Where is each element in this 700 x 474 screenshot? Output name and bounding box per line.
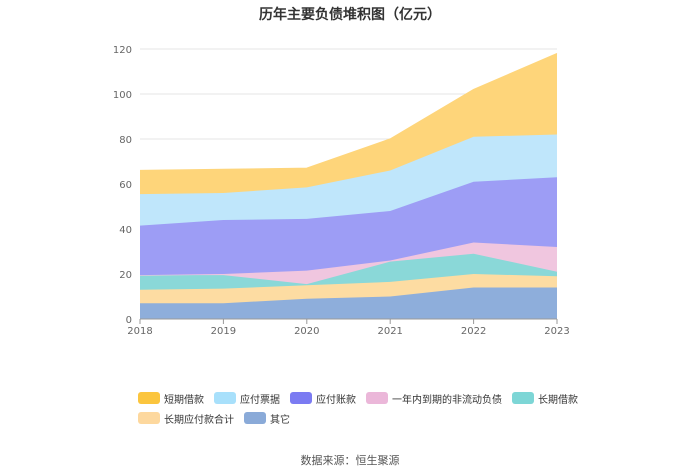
legend-swatch: [366, 392, 388, 404]
y-tick-label: 40: [119, 225, 132, 236]
x-tick-label: 2021: [377, 326, 402, 337]
legend-item-long-term-payables[interactable]: 长期应付款合计: [138, 411, 234, 426]
legend-label: 短期借款: [164, 394, 204, 406]
data-source-note: 数据来源：恒生聚源: [300, 454, 400, 467]
chart-legend: 短期借款 应付票据 应付账款 一年内到期的非流动负债 长期借款 长期应付款合计 …: [138, 388, 598, 428]
area-series: [140, 134, 557, 226]
legend-row-2: 长期应付款合计 其它: [138, 408, 598, 428]
area-series-edge: [139, 52, 558, 172]
legend-label: 长期应付款合计: [164, 414, 234, 426]
legend-item-accounts-payable[interactable]: 应付账款: [290, 391, 356, 406]
x-tick-label: 2022: [461, 326, 486, 337]
legend-swatch: [138, 392, 160, 404]
chart-title: 历年主要负债堆积图（亿元）: [259, 7, 441, 23]
y-tick-label: 60: [119, 180, 132, 191]
legend-item-notes-payable[interactable]: 应付票据: [214, 391, 280, 406]
y-tick-label: 80: [119, 135, 132, 146]
area-series: [140, 253, 557, 290]
legend-label: 长期借款: [538, 394, 578, 406]
x-tick-label: 2020: [294, 326, 319, 337]
legend-label: 应付账款: [316, 394, 356, 406]
x-tick-label: 2023: [544, 326, 569, 337]
legend-swatch: [214, 392, 236, 404]
legend-swatch: [138, 412, 160, 424]
legend-label: 其它: [270, 414, 290, 426]
legend-label: 一年内到期的非流动负债: [392, 394, 502, 406]
y-tick-label: 100: [113, 90, 132, 101]
legend-swatch: [290, 392, 312, 404]
x-tick-label: 2019: [211, 326, 236, 337]
y-tick-label: 120: [113, 45, 132, 56]
legend-item-short-term-loans[interactable]: 短期借款: [138, 391, 204, 406]
legend-item-long-term-loans[interactable]: 长期借款: [512, 391, 578, 406]
y-tick-label: 0: [126, 315, 132, 326]
area-series: [140, 274, 557, 304]
legend-item-other[interactable]: 其它: [244, 411, 290, 426]
area-series: [140, 177, 557, 276]
legend-swatch: [512, 392, 534, 404]
area-series: [140, 53, 557, 195]
y-tick-label: 20: [119, 270, 132, 281]
legend-label: 应付票据: [240, 394, 280, 406]
area-series: [140, 287, 557, 319]
legend-swatch: [244, 412, 266, 424]
legend-row-1: 短期借款 应付票据 应付账款 一年内到期的非流动负债 长期借款: [138, 388, 598, 408]
legend-item-current-portion-noncurrent[interactable]: 一年内到期的非流动负债: [366, 391, 502, 406]
x-tick-label: 2018: [127, 326, 152, 337]
